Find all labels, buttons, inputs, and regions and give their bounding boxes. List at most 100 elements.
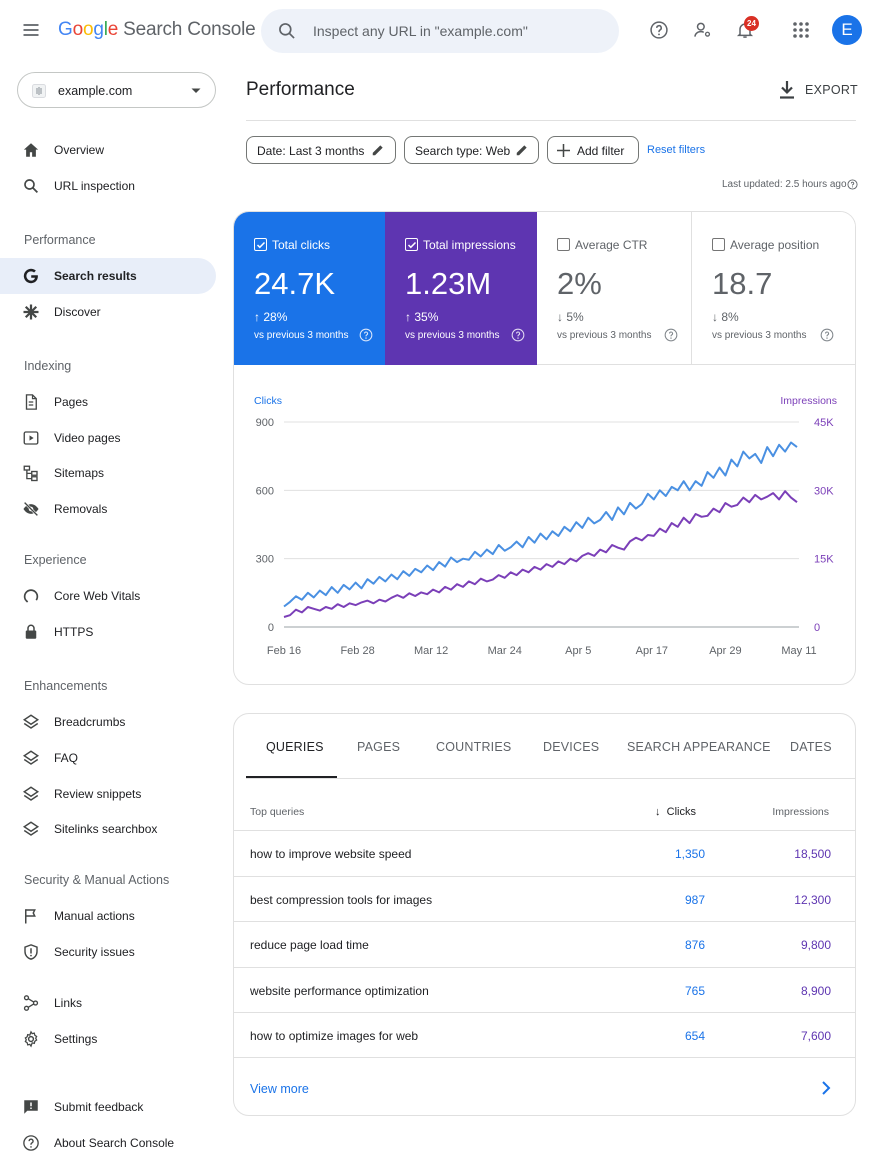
manage-users-icon[interactable]	[692, 20, 713, 40]
metric-change-value: 35%	[414, 310, 439, 324]
sidebar-item-discover[interactable]: Discover	[0, 294, 216, 330]
sidebar-item-faq[interactable]: FAQ	[0, 740, 216, 776]
metric-change-value: 5%	[566, 310, 584, 324]
section-heading-performance: Performance	[24, 233, 96, 247]
notification-badge: 24	[744, 16, 759, 31]
left-axis-label: Clicks	[254, 395, 282, 407]
metric-average-position[interactable]: Average position 18.7 ↓ 8% vs previous 3…	[691, 212, 855, 365]
checkbox-checked-icon[interactable]	[254, 238, 267, 251]
sidebar-item-links[interactable]: Links	[0, 985, 216, 1021]
sidebar-item-video-pages[interactable]: Video pages	[0, 420, 216, 456]
table-row[interactable]: how to improve website speed 1,350 18,50…	[234, 830, 855, 876]
x-tick-label: May 11	[781, 645, 816, 657]
table-row[interactable]: how to optimize images for web 654 7,600	[234, 1012, 855, 1058]
metric-change-value: 8%	[721, 310, 739, 324]
x-tick-label: Feb 16	[267, 645, 301, 657]
sidebar-item-security-issues[interactable]: Security issues	[0, 934, 216, 970]
date-filter-label: Date: Last 3 months	[257, 144, 365, 158]
chevron-down-icon	[190, 86, 202, 96]
view-more-link[interactable]: View more	[250, 1082, 309, 1096]
last-updated-label: Last updated: 2.5 hours ago	[722, 179, 847, 190]
help-icon[interactable]	[649, 20, 669, 40]
section-heading-experience: Experience	[24, 553, 87, 567]
metric-average-ctr[interactable]: Average CTR 2% ↓ 5% vs previous 3 months	[537, 212, 691, 365]
sidebar-item-label: Video pages	[54, 431, 121, 445]
sidebar-item-submit-feedback[interactable]: Submit feedback	[0, 1089, 216, 1125]
help-icon[interactable]	[359, 328, 373, 342]
clicks-cell: 654	[684, 1029, 705, 1043]
x-tick-label: Apr 5	[565, 645, 591, 657]
help-icon[interactable]	[511, 328, 525, 342]
url-inspect-search[interactable]: Inspect any URL in "example.com"	[261, 9, 619, 53]
menu-icon[interactable]	[21, 20, 41, 40]
export-button[interactable]: EXPORT	[776, 80, 858, 102]
chevron-right-icon[interactable]	[820, 1080, 832, 1096]
column-header-clicks[interactable]: ↓ Clicks	[655, 806, 696, 818]
y-right-tick-label: 45K	[814, 417, 834, 429]
x-axis-ticks: Feb 16 Feb 28 Mar 12 Mar 24 Apr 5 Apr 17 Apr 2…	[267, 645, 817, 657]
sidebar-item-manual-actions[interactable]: Manual actions	[0, 898, 216, 934]
add-filter-button[interactable]: Add filter	[547, 136, 639, 164]
search-type-filter-chip[interactable]: Search type: Web	[404, 136, 539, 164]
sidebar-item-label: Overview	[54, 143, 105, 157]
sidebar-item-label: Core Web Vitals	[54, 589, 141, 603]
tab-pages[interactable]: PAGES	[357, 740, 401, 754]
checkbox-unchecked-icon[interactable]	[557, 238, 570, 251]
checkbox-unchecked-icon[interactable]	[712, 238, 725, 251]
sidebar-item-url-inspection[interactable]: URL inspection	[0, 168, 216, 204]
account-avatar[interactable]: E	[832, 15, 862, 45]
logo-letter: G	[58, 19, 73, 40]
sidebar-item-label: Security issues	[54, 945, 135, 959]
clicks-cell: 1,350	[674, 847, 705, 861]
edit-icon	[371, 143, 385, 157]
table-row[interactable]: best compression tools for images 987 12…	[234, 876, 855, 922]
column-header-impressions[interactable]: Impressions	[772, 806, 829, 818]
sidebar-item-pages[interactable]: Pages	[0, 384, 216, 420]
help-icon[interactable]	[847, 179, 858, 190]
help-icon[interactable]	[820, 328, 834, 342]
sidebar-item-about[interactable]: About Search Console	[0, 1125, 216, 1161]
layers-icon	[22, 820, 40, 838]
product-logo[interactable]: Google Search Console	[58, 19, 256, 41]
reset-filters-link[interactable]: Reset filters	[647, 144, 706, 156]
x-tick-label: Mar 24	[488, 645, 522, 657]
sidebar-item-https[interactable]: HTTPS	[0, 614, 216, 650]
table-row[interactable]: reduce page load time 876 9,800	[234, 921, 855, 967]
query-cell: website performance optimization	[250, 984, 429, 998]
metric-change: ↓ 5%	[557, 310, 584, 324]
y-left-tick-label: 900	[256, 417, 274, 429]
sitemap-icon	[22, 464, 40, 482]
sidebar-item-sitemaps[interactable]: Sitemaps	[0, 455, 216, 491]
tab-countries[interactable]: COUNTRIES	[436, 740, 512, 754]
property-selector[interactable]: example.com	[17, 72, 216, 108]
sidebar-item-overview[interactable]: Overview	[0, 132, 216, 168]
y-left-tick-label: 0	[268, 622, 274, 634]
table-row[interactable]: website performance optimization 765 8,9…	[234, 967, 855, 1013]
sidebar-item-search-results[interactable]: Search results	[0, 258, 216, 294]
apps-grid-icon[interactable]	[792, 21, 810, 39]
performance-chart[interactable]: Clicks Impressions 0 300 600 900 0 15K 30K 45K…	[234, 365, 856, 685]
checkbox-checked-icon[interactable]	[405, 238, 418, 251]
lock-icon	[22, 623, 40, 641]
sidebar-item-review-snippets[interactable]: Review snippets	[0, 776, 216, 812]
sidebar-item-core-web-vitals[interactable]: Core Web Vitals	[0, 578, 216, 614]
arrow-down-icon: ↓	[712, 310, 718, 324]
tab-dates[interactable]: DATES	[790, 740, 832, 754]
tab-search-appearance[interactable]: SEARCH APPEARANCE	[627, 740, 771, 754]
sidebar-item-label: About Search Console	[54, 1136, 175, 1150]
layers-icon	[22, 713, 40, 731]
metric-value: 24.7K	[254, 266, 336, 301]
metric-total-impressions[interactable]: Total impressions 1.23M ↑ 35% vs previou…	[385, 212, 537, 365]
sidebar-item-removals[interactable]: Removals	[0, 491, 216, 527]
help-icon[interactable]	[664, 328, 678, 342]
date-filter-chip[interactable]: Date: Last 3 months	[246, 136, 396, 164]
tab-devices[interactable]: DEVICES	[543, 740, 600, 754]
metric-total-clicks[interactable]: Total clicks 24.7K ↑ 28% vs previous 3 m…	[234, 212, 385, 365]
sidebar-item-settings[interactable]: Settings	[0, 1021, 216, 1057]
metric-label: Average CTR	[575, 238, 648, 252]
tab-queries[interactable]: QUERIES	[266, 740, 324, 754]
sidebar-item-breadcrumbs[interactable]: Breadcrumbs	[0, 704, 216, 740]
sidebar-item-sitelinks-searchbox[interactable]: Sitelinks searchbox	[0, 811, 216, 847]
search-placeholder[interactable]: Inspect any URL in "example.com"	[313, 23, 528, 39]
metric-label: Average position	[730, 238, 820, 252]
